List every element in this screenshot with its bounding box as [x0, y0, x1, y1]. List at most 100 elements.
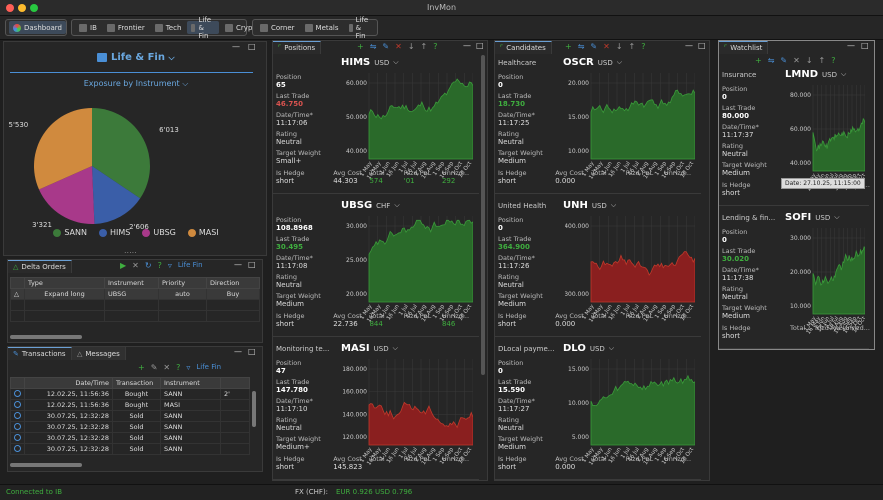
help-icon[interactable]: ? — [831, 56, 836, 65]
minimize-panel-icon[interactable]: — — [232, 42, 240, 51]
table-row[interactable]: 12.02.25, 11:56:36 Bought SANN 2' — [10, 388, 250, 400]
pie-slice-ubsg[interactable] — [38, 166, 95, 224]
pie-slice-sann[interactable] — [92, 108, 150, 199]
toolbar-button-life-fin[interactable]: Life & Fin — [345, 16, 377, 40]
column-header-type-icon[interactable] — [10, 377, 25, 389]
add-icon[interactable]: + — [565, 42, 572, 51]
remove-icon[interactable]: ✕ — [132, 261, 139, 270]
horizontal-scrollbar[interactable] — [10, 463, 82, 467]
instrument-card-unh[interactable]: United Health UNH USD ⌵ Position 0 Last Trade 3… — [495, 198, 701, 338]
column-header-instrument[interactable]: Instrument — [104, 277, 159, 289]
instrument-header[interactable]: OSCR USD ⌵ — [563, 57, 622, 68]
help-icon[interactable]: ? — [176, 363, 181, 372]
zoom-window-button[interactable] — [30, 4, 38, 12]
add-icon[interactable]: + — [357, 42, 364, 51]
legend-item-hims[interactable]: HIMS — [99, 228, 130, 237]
minimize-window-button[interactable] — [18, 4, 26, 12]
toolbar-button-crypto[interactable]: Crypto — [221, 21, 263, 34]
link-icon[interactable]: ⇋ — [577, 42, 585, 51]
instrument-header[interactable]: UBSG CHF ⌵ — [341, 200, 400, 211]
instrument-header[interactable]: DLO USD ⌵ — [563, 343, 614, 354]
move-up-icon[interactable]: ↑ — [628, 42, 636, 51]
add-icon[interactable]: + — [755, 56, 762, 65]
help-icon[interactable]: ? — [641, 42, 646, 51]
help-icon[interactable]: ? — [433, 42, 438, 51]
tab-positions[interactable]: ⌜ Positions — [273, 41, 322, 54]
maximize-panel-icon[interactable]: □ — [698, 41, 706, 50]
move-up-icon[interactable]: ↑ — [420, 42, 428, 51]
column-header-extra[interactable] — [220, 377, 250, 389]
pie-slice-hims[interactable] — [92, 166, 141, 224]
move-down-icon[interactable]: ↓ — [805, 56, 813, 65]
instrument-card-ubsg[interactable]: UBSG CHF ⌵ Position 108.8968 Last Trade 30.495… — [273, 198, 479, 338]
maximize-panel-icon[interactable]: □ — [248, 260, 256, 269]
pie-slice-masi[interactable] — [33, 108, 92, 190]
edit-icon[interactable]: ✎ — [780, 56, 788, 65]
close-window-button[interactable] — [6, 4, 14, 12]
portfolio-title[interactable]: Life & Fin ⌵ — [4, 52, 268, 63]
link-icon[interactable]: ⇋ — [369, 42, 377, 51]
column-header-datetime[interactable]: Date/Time — [24, 377, 113, 389]
column-header-instrument[interactable]: Instrument — [160, 377, 221, 389]
toolbar-button-tech[interactable]: Tech — [151, 21, 186, 34]
splitter-handle[interactable]: ..... — [124, 246, 137, 255]
exposure-selector[interactable]: Exposure by Instrument ⌵ — [4, 79, 268, 89]
edit-icon[interactable]: ✎ — [382, 42, 390, 51]
delete-icon[interactable]: ✕ — [603, 42, 610, 51]
minimize-panel-icon[interactable]: — — [463, 41, 471, 50]
instrument-card-sofi[interactable]: Lending & fin... SOFI USD ⌵ Position 0 Last Tr… — [719, 210, 870, 350]
toolbar-button-metals[interactable]: Metals — [301, 21, 343, 34]
delete-icon[interactable]: ✕ — [395, 42, 402, 51]
toolbar-button-ib[interactable]: IB — [75, 21, 101, 34]
toolbar-button-corner[interactable]: Corner — [256, 21, 299, 34]
legend-item-sann[interactable]: SANN — [53, 228, 87, 237]
table-row[interactable]: 30.07.25, 12:32:28 Sold SANN — [10, 443, 250, 455]
instrument-card-masi[interactable]: Monitoring te... MASI USD ⌵ Position 47 Last T… — [273, 341, 479, 481]
table-row[interactable]: 30.07.25, 12:32:28 Sold SANN — [10, 421, 250, 433]
instrument-header[interactable]: LMND USD ⌵ — [785, 69, 846, 80]
legend-item-ubsg[interactable]: UBSG — [142, 228, 176, 237]
minimize-panel-icon[interactable]: — — [234, 260, 242, 269]
move-up-icon[interactable]: ↑ — [818, 56, 826, 65]
minimize-panel-icon[interactable]: — — [234, 347, 242, 356]
tab-messages[interactable]: △ Messages — [72, 347, 126, 360]
maximize-panel-icon[interactable]: □ — [248, 42, 256, 51]
move-down-icon[interactable]: ↓ — [407, 42, 415, 51]
table-row[interactable]: 30.07.25, 12:32:28 Sold SANN — [10, 432, 250, 444]
column-header-priority[interactable]: Priority — [158, 277, 207, 289]
table-row[interactable]: 30.07.25, 12:32:28 Sold SANN — [10, 410, 250, 422]
filter-icon[interactable]: ▿ — [186, 363, 191, 372]
delete-icon[interactable]: ✕ — [793, 56, 800, 65]
filter-icon[interactable]: ▿ — [167, 261, 172, 270]
column-header-status[interactable] — [10, 277, 25, 289]
instrument-header[interactable]: SOFI USD ⌵ — [785, 212, 840, 223]
vertical-scrollbar[interactable] — [481, 55, 485, 375]
maximize-panel-icon[interactable]: □ — [476, 41, 484, 50]
refresh-icon[interactable]: ↻ — [144, 261, 152, 270]
toolbar-button-dashboard[interactable]: Dashboard — [9, 21, 66, 34]
minimize-panel-icon[interactable]: — — [685, 41, 693, 50]
link-icon[interactable]: ⇋ — [767, 56, 775, 65]
help-icon[interactable]: ? — [157, 261, 162, 270]
tab-watchlist[interactable]: ⌜ Watchlist — [719, 41, 769, 54]
toolbar-button-life-fin[interactable]: Life & Fin — [187, 16, 220, 40]
instrument-card-dlo[interactable]: DLocal payme... DLO USD ⌵ Position 0 Last Trad… — [495, 341, 701, 481]
table-row[interactable]: 12.02.25, 11:56:36 Bought MASI — [10, 399, 250, 411]
toolbar-button-frontier[interactable]: Frontier — [103, 21, 149, 34]
delete-icon[interactable]: ✕ — [163, 363, 171, 372]
column-header-type[interactable]: Type — [24, 277, 105, 289]
instrument-header[interactable]: HIMS USD ⌵ — [341, 57, 399, 68]
instrument-header[interactable]: UNH USD ⌵ — [563, 200, 616, 211]
edit-icon[interactable]: ✎ — [150, 363, 158, 372]
vertical-scrollbar[interactable] — [252, 391, 256, 427]
column-header-direction[interactable]: Direction — [206, 277, 260, 289]
minimize-panel-icon[interactable]: — — [847, 41, 855, 50]
tab-candidates[interactable]: ⌜ Candidates — [495, 41, 552, 54]
